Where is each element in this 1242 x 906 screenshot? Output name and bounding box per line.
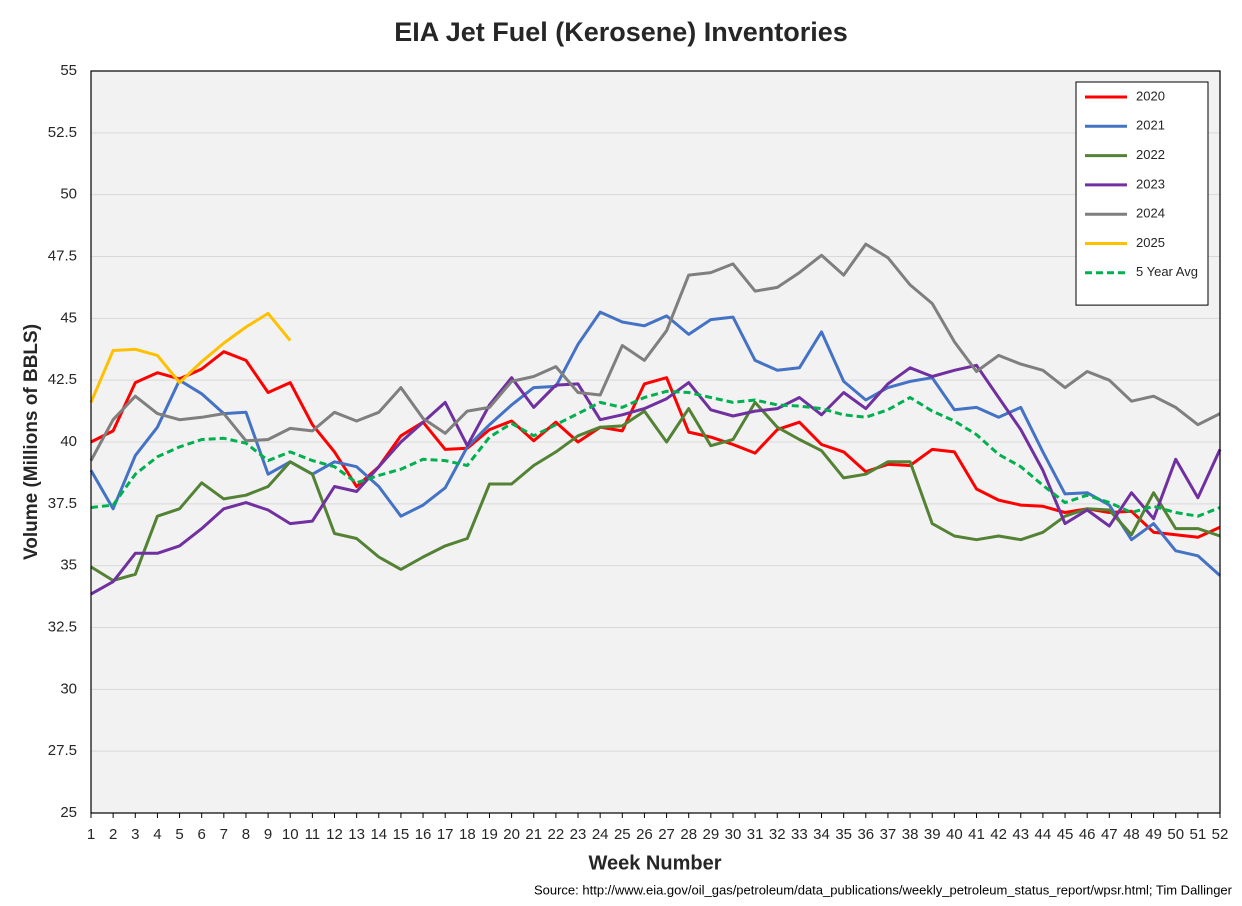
legend-label: 2021 — [1136, 118, 1165, 133]
x-tick-label: 45 — [1057, 826, 1074, 843]
series-line — [90, 363, 1222, 596]
x-axis-label: Week Number — [588, 852, 721, 874]
x-tick-label: 16 — [415, 826, 432, 843]
x-tick-label: 20 — [503, 826, 520, 843]
x-tick-label: 49 — [1145, 826, 1162, 843]
y-tick-label: 52.5 — [48, 124, 77, 141]
x-tick-label: 4 — [153, 826, 161, 843]
lines — [89, 242, 1222, 596]
x-tick-label: 33 — [791, 826, 808, 843]
y-tick-label: 40 — [60, 433, 77, 450]
x-tick-label: 3 — [131, 826, 139, 843]
x-tick-label: 29 — [702, 826, 719, 843]
x-tick-label: 8 — [242, 826, 250, 843]
chart-title: EIA Jet Fuel (Kerosene) Inventories — [394, 17, 848, 47]
x-tick-label: 19 — [481, 826, 498, 843]
legend-label: 2022 — [1136, 147, 1165, 162]
y-tick-label: 27.5 — [48, 742, 77, 759]
x-tick-label: 7 — [220, 826, 228, 843]
x-tick-label: 14 — [370, 826, 387, 843]
series-line — [89, 311, 292, 403]
x-tick-label: 17 — [437, 826, 454, 843]
y-tick-label: 42.5 — [48, 371, 77, 388]
x-tick-label: 31 — [747, 826, 764, 843]
x-tick-label: 11 — [305, 826, 321, 843]
x-tick-label: 39 — [924, 826, 941, 843]
x-tick-label: 22 — [548, 826, 565, 843]
y-tick-label: 50 — [60, 186, 77, 203]
x-tick-label: 15 — [393, 826, 410, 843]
x-tick-label: 23 — [570, 826, 587, 843]
legend-label: 2025 — [1136, 235, 1165, 250]
legend-label: 2024 — [1136, 206, 1165, 221]
series-line — [89, 310, 1222, 577]
x-tick-label: 46 — [1079, 826, 1096, 843]
x-tick-label: 6 — [198, 826, 206, 843]
y-tick-label: 47.5 — [48, 247, 77, 264]
x-tick-label: 24 — [592, 826, 609, 843]
legend: 2020 2021 2022 2023 2024 2025 5 Year Avg — [1075, 81, 1209, 306]
legend-label: 2020 — [1136, 88, 1165, 103]
x-tick-label: 27 — [658, 826, 675, 843]
legend-box — [1075, 81, 1209, 306]
x-tick-label: 52 — [1212, 826, 1229, 843]
x-tick-label: 28 — [680, 826, 697, 843]
x-tick-label: 48 — [1123, 826, 1140, 843]
x-tick-label: 41 — [968, 826, 985, 843]
x-tick-label: 34 — [813, 826, 830, 843]
x-tick-label: 30 — [725, 826, 742, 843]
x-tick-label: 12 — [326, 826, 343, 843]
x-tick-label: 43 — [1012, 826, 1029, 843]
y-axis-label: Volume (Millions of BBLS) — [21, 324, 42, 560]
x-tick-label: 50 — [1167, 826, 1184, 843]
legend-label: 5 Year Avg — [1136, 264, 1198, 279]
x-tick-label: 38 — [902, 826, 919, 843]
y-tick-label: 45 — [60, 309, 77, 326]
plot-border — [90, 70, 1221, 814]
source-note: Source: http://www.eia.gov/oil_gas/petro… — [534, 882, 1233, 897]
x-tick-label: 44 — [1035, 826, 1052, 843]
x-tick-label: 26 — [636, 826, 653, 843]
y-tick-label: 32.5 — [48, 618, 77, 635]
x-tick-label: 47 — [1101, 826, 1118, 843]
y-tick-label: 30 — [60, 680, 77, 697]
y-tick-label: 25 — [60, 804, 77, 821]
x-tick-label: 42 — [990, 826, 1007, 843]
y-tick-label: 55 — [60, 62, 77, 79]
y-tick-label: 35 — [60, 557, 77, 574]
x-tick-label: 40 — [946, 826, 963, 843]
series-line — [90, 400, 1221, 582]
series-line — [89, 242, 1221, 462]
y-tick-label: 37.5 — [48, 495, 77, 512]
x-tick-label: 32 — [769, 826, 786, 843]
series-line — [90, 350, 1221, 539]
x-tick-label: 13 — [348, 826, 365, 843]
x-tick-label: 25 — [614, 826, 631, 843]
x-tick-label: 5 — [175, 826, 183, 843]
x-tick-label: 37 — [880, 826, 897, 843]
x-tick-label: 1 — [87, 826, 95, 843]
series-line — [90, 389, 1221, 518]
x-tick-label: 51 — [1190, 826, 1207, 843]
x-tick-label: 9 — [264, 826, 272, 843]
x-tick-label: 21 — [525, 826, 542, 843]
x-tick-label: 35 — [835, 826, 852, 843]
legend-label: 2023 — [1136, 176, 1165, 191]
x-tick-label: 36 — [857, 826, 874, 843]
x-tick-label: 2 — [109, 826, 117, 843]
x-tick-label: 10 — [282, 826, 299, 843]
x-tick-label: 18 — [459, 826, 476, 843]
